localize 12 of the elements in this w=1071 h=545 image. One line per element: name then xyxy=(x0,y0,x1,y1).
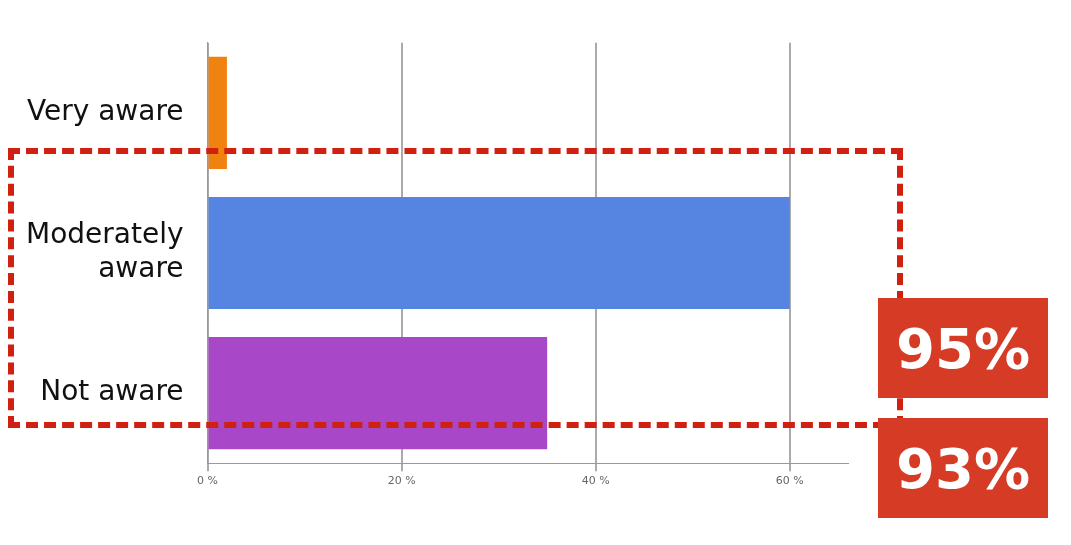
x-tick-label: 40 % xyxy=(581,473,610,487)
x-tick-label: 0 % xyxy=(197,473,218,487)
bar xyxy=(208,196,790,310)
x-tick-label: 60 % xyxy=(775,473,804,487)
text: 95% xyxy=(878,298,1048,398)
bar xyxy=(208,337,548,450)
bar xyxy=(208,56,227,169)
x-tick-label: 20 % xyxy=(387,473,416,487)
text: 93% xyxy=(878,418,1048,518)
y-tick-label: Not aware xyxy=(40,374,184,408)
y-tick-label: Moderately aware xyxy=(26,217,184,285)
y-tick-label: Very aware xyxy=(26,94,184,128)
